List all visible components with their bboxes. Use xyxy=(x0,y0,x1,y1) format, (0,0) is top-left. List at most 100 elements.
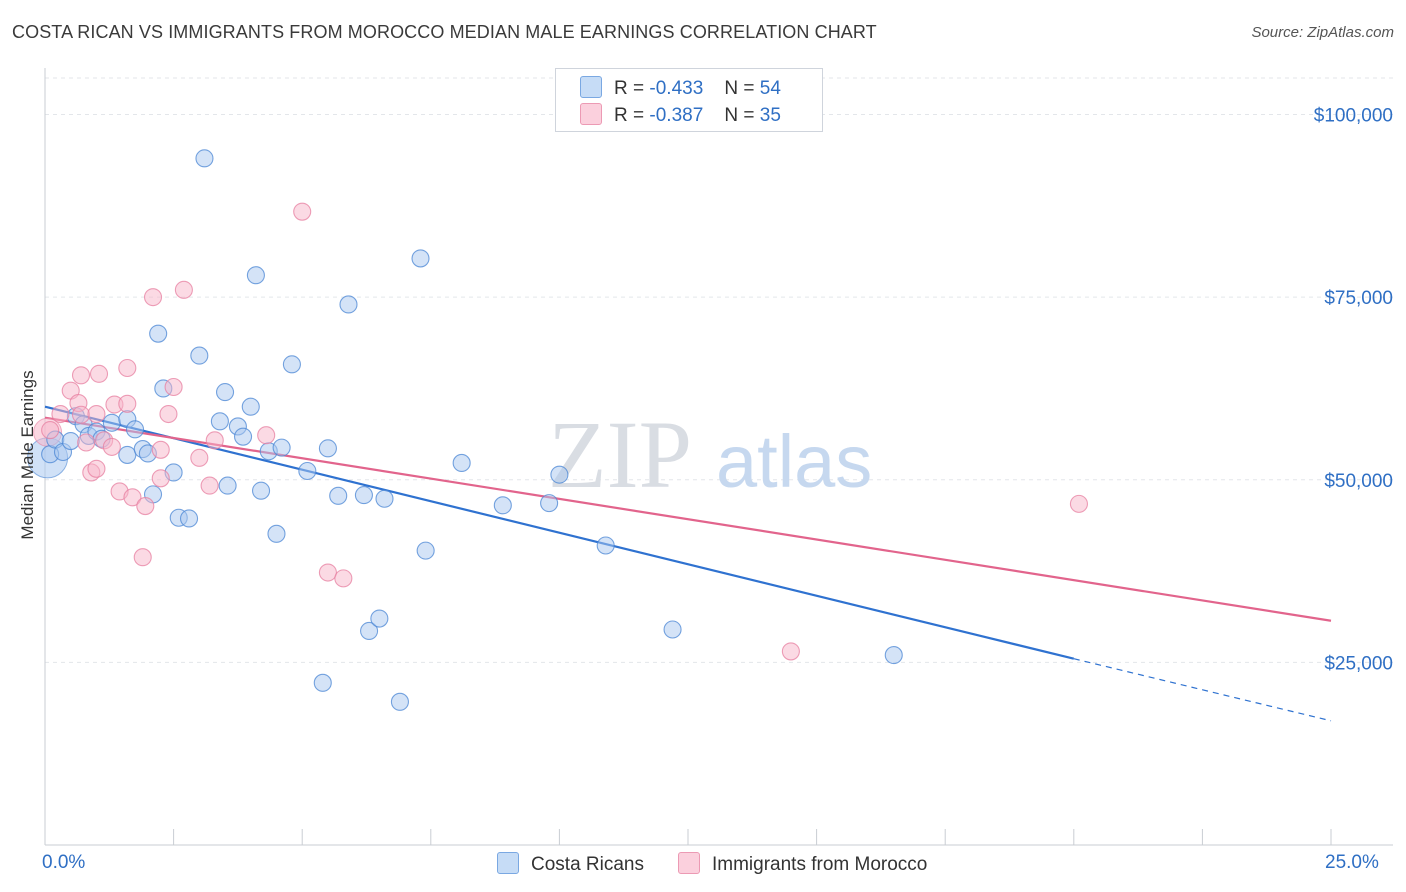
data-point-costa-ricans xyxy=(390,692,409,711)
data-point-costa-ricans xyxy=(318,439,337,458)
data-point-costa-ricans xyxy=(354,486,373,505)
data-point-costa-ricans xyxy=(329,486,348,505)
series-swatch-costa-ricans xyxy=(497,852,519,874)
series-legend-costa-ricans: Costa Ricans xyxy=(497,852,644,876)
data-point-morocco xyxy=(151,469,170,488)
legend-r-label: R = xyxy=(614,78,645,99)
series-legend: Costa Ricans Immigrants from Morocco xyxy=(0,852,1406,878)
data-point-morocco xyxy=(293,202,312,221)
watermark: ZIP atlas xyxy=(548,401,872,508)
data-point-costa-ricans xyxy=(375,489,394,508)
data-point-morocco xyxy=(51,404,70,424)
data-point-morocco xyxy=(174,280,193,299)
data-point-costa-ricans xyxy=(125,420,145,439)
legend-swatch-morocco xyxy=(580,103,602,125)
legend-n-label: N = xyxy=(724,105,755,126)
trend-line-1 xyxy=(44,416,1332,622)
data-point-costa-ricans xyxy=(282,355,301,374)
data-point-costa-ricans xyxy=(416,541,435,560)
y-tick-label: $100,000 xyxy=(1314,106,1393,127)
series-swatch-morocco xyxy=(678,852,700,874)
data-point-costa-ricans xyxy=(241,397,260,416)
data-point-costa-ricans xyxy=(360,621,379,641)
data-point-costa-ricans xyxy=(118,445,137,464)
series-name: Costa Ricans xyxy=(531,854,644,875)
data-point-morocco xyxy=(164,377,183,397)
x-tick-label-max: 25.0% xyxy=(1325,852,1379,873)
data-point-morocco xyxy=(318,563,337,582)
data-point-costa-ricans xyxy=(596,536,615,555)
data-point-costa-ricans xyxy=(210,412,229,431)
data-point-morocco xyxy=(102,437,121,456)
data-point-morocco xyxy=(205,431,224,450)
data-point-morocco xyxy=(77,433,96,452)
data-point-morocco xyxy=(71,405,91,424)
data-point-costa-ricans xyxy=(313,673,332,692)
grid-lines xyxy=(45,77,1393,663)
y-tick-label: $50,000 xyxy=(1324,471,1393,492)
chart-title: COSTA RICAN VS IMMIGRANTS FROM MOROCCO M… xyxy=(12,22,877,42)
data-point-costa-ricans xyxy=(246,266,265,285)
data-point-costa-ricans xyxy=(663,620,682,639)
watermark-atlas: atlas xyxy=(716,420,872,503)
series-name: Immigrants from Morocco xyxy=(712,854,928,875)
data-point-costa-ricans xyxy=(251,481,271,500)
data-point-costa-ricans xyxy=(370,609,389,628)
y-tick-label: $25,000 xyxy=(1324,653,1393,674)
data-point-morocco xyxy=(1069,494,1088,513)
legend-row-morocco: R = -0.387 N = 35 xyxy=(580,103,781,126)
data-point-morocco xyxy=(133,548,152,567)
legend-r-label: R = xyxy=(614,105,645,126)
data-point-costa-ricans xyxy=(179,509,199,528)
trend-line-extension-0 xyxy=(1073,658,1332,722)
stats-legend: R = -0.433 N = 54 R = -0.387 N = 35 xyxy=(555,68,823,132)
data-point-morocco xyxy=(151,440,170,459)
legend-n-value: 54 xyxy=(759,78,781,99)
data-point-morocco xyxy=(781,642,800,661)
data-point-morocco xyxy=(71,366,91,385)
data-point-costa-ricans xyxy=(339,295,358,314)
data-point-morocco xyxy=(143,288,163,307)
data-point-morocco xyxy=(41,421,60,440)
data-point-costa-ricans xyxy=(61,431,80,451)
data-point-morocco xyxy=(123,488,142,507)
data-point-costa-ricans xyxy=(195,149,214,168)
data-point-costa-ricans xyxy=(884,646,903,665)
data-point-costa-ricans xyxy=(215,383,235,402)
data-point-morocco xyxy=(89,364,109,383)
data-point-costa-ricans xyxy=(272,438,291,457)
data-point-costa-ricans xyxy=(493,496,512,515)
legend-r-value: -0.387 xyxy=(649,105,704,126)
data-point-morocco xyxy=(118,394,137,413)
data-point-costa-ricans xyxy=(267,524,286,543)
data-point-morocco xyxy=(334,569,353,588)
data-point-costa-ricans xyxy=(550,465,569,484)
data-point-costa-ricans xyxy=(149,324,168,343)
data-point-morocco xyxy=(87,459,106,478)
legend-r-value: -0.433 xyxy=(649,78,704,99)
data-point-costa-ricans xyxy=(411,249,430,268)
data-point-morocco xyxy=(200,476,219,495)
data-point-costa-ricans xyxy=(233,427,253,446)
data-point-costa-ricans xyxy=(540,494,559,513)
watermark-zip: ZIP xyxy=(548,401,692,508)
data-point-costa-ricans xyxy=(102,413,121,432)
legend-n-label: N = xyxy=(724,78,755,99)
data-point-morocco xyxy=(257,426,276,445)
y-axis-label: Median Male Earnings xyxy=(18,370,37,540)
data-point-morocco xyxy=(190,448,209,467)
data-point-costa-ricans xyxy=(298,461,317,481)
y-tick-labels: $25,000 $50,000 $75,000 $100,000 xyxy=(1314,106,1393,675)
data-point-costa-ricans xyxy=(190,346,209,365)
data-point-costa-ricans xyxy=(452,453,471,473)
data-point-costa-ricans xyxy=(218,476,237,495)
data-point-morocco xyxy=(159,404,178,424)
data-point-morocco xyxy=(136,497,155,516)
x-tick-label-min: 0.0% xyxy=(42,852,86,873)
legend-row-costa-ricans: R = -0.433 N = 54 xyxy=(580,76,781,99)
series-legend-morocco: Immigrants from Morocco xyxy=(678,852,927,876)
data-point-morocco xyxy=(87,404,106,424)
legend-n-value: 35 xyxy=(759,105,781,126)
data-points xyxy=(27,149,1088,711)
